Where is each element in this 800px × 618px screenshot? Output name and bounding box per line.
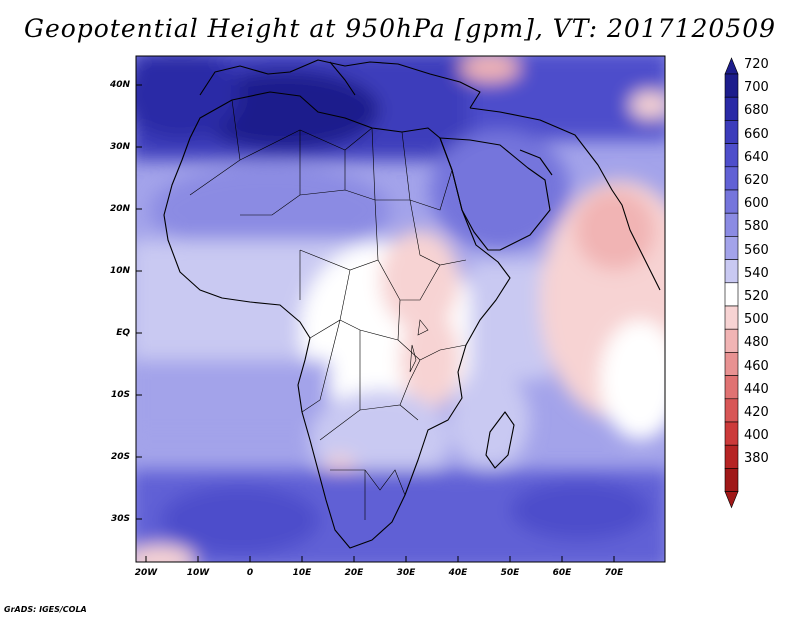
region-iran-low xyxy=(630,91,665,119)
colorbar-label: 640 xyxy=(744,149,769,165)
region-mozambique-channel xyxy=(450,370,530,470)
colorbar-label: 500 xyxy=(744,312,769,328)
colorbar-swatch xyxy=(724,96,739,121)
x-tick-label: 60E xyxy=(552,568,572,578)
y-tick-label: 30N xyxy=(109,142,130,152)
colorbar-label: 460 xyxy=(744,358,769,374)
colorbar-label: 400 xyxy=(744,428,769,444)
madagascar-coastline xyxy=(485,411,515,469)
region-arabian-peninsula xyxy=(430,130,570,250)
colorbar-label: 480 xyxy=(744,335,769,351)
y-tick-label: 20S xyxy=(110,452,130,462)
colorbar-label: 600 xyxy=(744,196,769,212)
persian-gulf xyxy=(519,149,553,176)
x-tick-label: 20W xyxy=(134,568,158,578)
colorbar-swatch xyxy=(724,398,739,423)
colorbar-label: 700 xyxy=(744,80,769,96)
x-tick-label: 0 xyxy=(246,568,254,578)
y-tick-label: 10N xyxy=(109,266,130,276)
colorbar-swatch xyxy=(724,421,739,446)
region-india-low xyxy=(575,190,655,270)
plot-frame xyxy=(135,55,666,563)
colorbar-swatch xyxy=(724,259,739,284)
x-tick-label: 20E xyxy=(344,568,364,578)
region-southern-ocean-core xyxy=(160,485,320,555)
region-southern-indian-ocean xyxy=(510,480,650,540)
colorbar-swatch xyxy=(724,444,739,469)
colorbar-swatch xyxy=(724,375,739,400)
region-iberia-atlantic xyxy=(136,56,240,140)
region-south-atlantic-low xyxy=(136,545,195,562)
colorbar xyxy=(724,57,739,509)
x-tick-label: 40E xyxy=(448,568,468,578)
country-borders xyxy=(189,99,467,520)
colorbar-swatch xyxy=(724,282,739,307)
colorbar-swatch xyxy=(724,328,739,353)
region-eastern-med-low xyxy=(460,56,520,82)
heatmap-field xyxy=(136,56,665,562)
colorbar-swatch xyxy=(724,166,739,191)
credit-text: GrADS: IGES/COLA xyxy=(4,605,87,614)
colorbar-label: 660 xyxy=(744,126,769,142)
region-sahara xyxy=(150,165,390,255)
colorbar-label: 620 xyxy=(744,173,769,188)
region-indian-ocean xyxy=(600,320,665,440)
colorbar-swatch xyxy=(724,189,739,214)
colorbar-label: 420 xyxy=(744,405,769,420)
colorbar-label: 580 xyxy=(744,219,769,235)
colorbar-bottom-arrow xyxy=(724,491,739,509)
colorbar-label: 680 xyxy=(744,103,769,119)
italy-coastline xyxy=(329,61,356,96)
colorbar-swatch xyxy=(724,468,739,492)
colorbar-swatch xyxy=(724,305,739,330)
y-tick-label: 20N xyxy=(109,204,130,214)
region-somali-coast xyxy=(470,260,550,380)
x-tick-label: 30E xyxy=(396,568,416,578)
colorbar-swatch xyxy=(724,236,739,260)
region-south-atlantic xyxy=(136,360,330,440)
y-tick-label: EQ xyxy=(116,328,130,338)
y-tick-label: 30S xyxy=(110,514,130,524)
colorbar-swatch xyxy=(724,73,739,98)
y-tick-label: 10S xyxy=(110,390,130,400)
arabia-coastline xyxy=(439,137,551,251)
x-tick-label: 50E xyxy=(500,568,520,578)
colorbar-label: 520 xyxy=(744,289,769,304)
region-rift-valley xyxy=(400,310,460,410)
border-lines xyxy=(189,99,467,520)
colorbar-label: 440 xyxy=(744,381,769,397)
x-tick-label: 10E xyxy=(292,568,312,578)
colorbar-label: 380 xyxy=(744,451,769,467)
colorbar-swatch xyxy=(724,352,739,376)
colorbar-top-arrow xyxy=(724,57,739,75)
x-tick-label: 70E xyxy=(604,568,624,578)
colorbar-swatch xyxy=(724,143,739,168)
colorbar-label: 560 xyxy=(744,242,769,258)
colorbar-swatch xyxy=(724,120,739,144)
map-title: Geopotential Height at 950hPa [gpm], VT:… xyxy=(23,14,777,43)
europe-coastline xyxy=(199,59,481,109)
x-tick-label: 10W xyxy=(186,568,210,578)
colorbar-swatch xyxy=(724,212,739,237)
y-tick-label: 40N xyxy=(109,80,130,90)
axis-ticks xyxy=(136,84,615,562)
colorbar-label: 720 xyxy=(744,57,769,72)
asia-coastline xyxy=(469,107,661,291)
lake-outlines xyxy=(409,319,429,373)
colorbar-label: 540 xyxy=(744,265,769,281)
